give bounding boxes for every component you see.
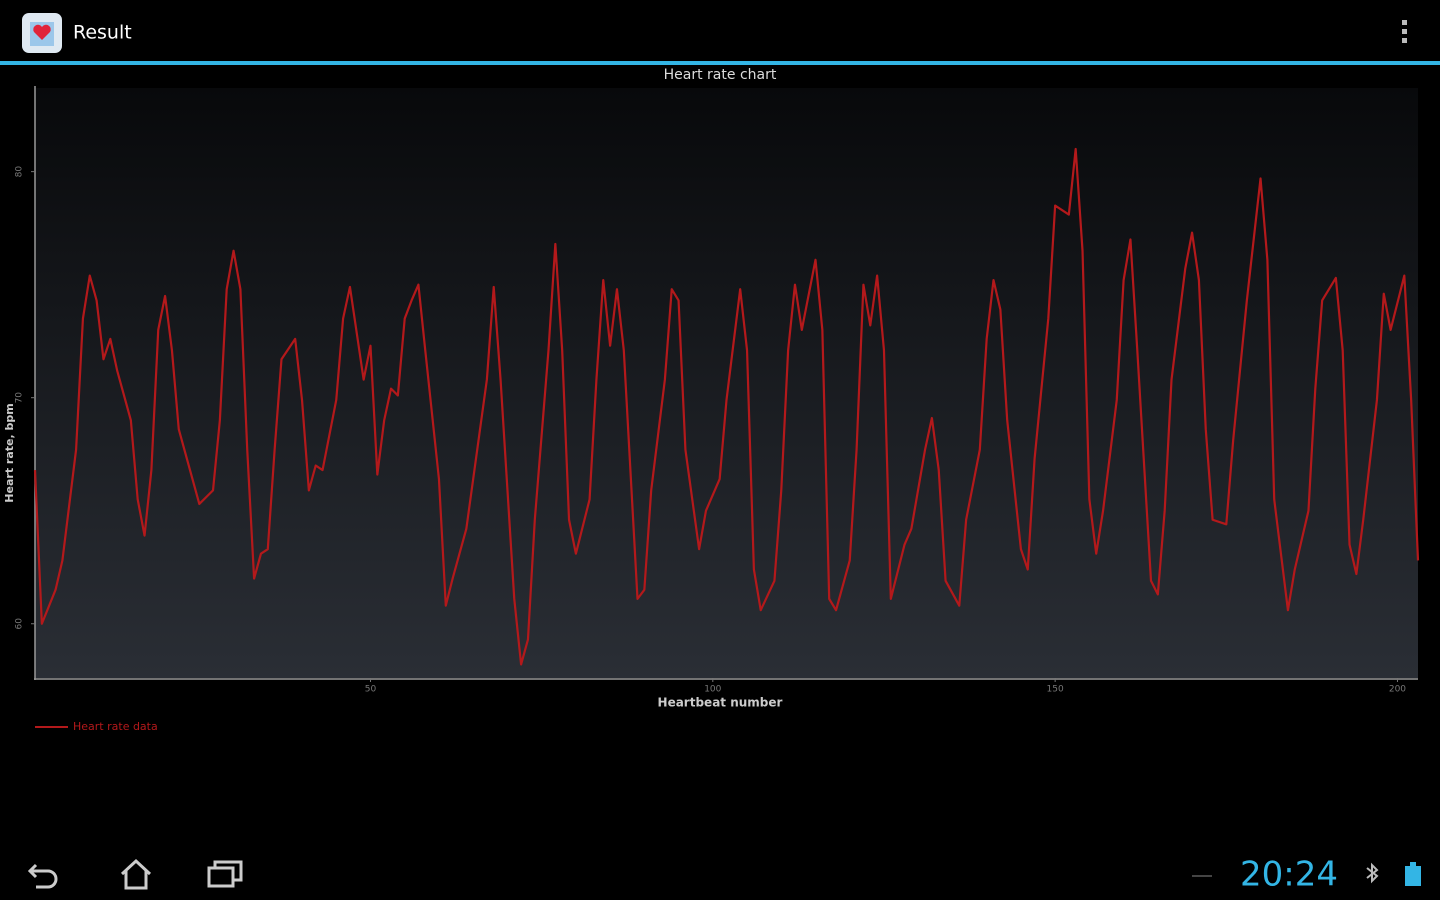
x-tick-label: 50 — [365, 685, 377, 695]
action-bar — [0, 0, 1440, 62]
y-axis-label: Heart rate, bpm — [3, 403, 16, 502]
action-bar-divider — [0, 61, 1440, 65]
line-series — [33, 147, 1420, 666]
home-button[interactable] — [120, 858, 152, 890]
app-icon[interactable] — [22, 13, 62, 53]
legend-label: Heart rate data — [73, 720, 158, 733]
battery-icon — [1405, 862, 1421, 886]
y-tick-label: 60 — [15, 618, 25, 630]
x-tick-label: 150 — [1047, 685, 1064, 695]
overflow-menu[interactable] — [1402, 20, 1407, 43]
clock: 20:24 — [1240, 855, 1338, 895]
chart-layer: 50 100 150 200 60 70 80 Heart rate data — [15, 147, 1420, 733]
y-tick-label: 80 — [15, 166, 25, 178]
plot-area — [35, 88, 1418, 678]
recent-apps-button[interactable] — [207, 860, 243, 888]
bluetooth-icon — [1366, 862, 1379, 884]
app-title: Result — [73, 22, 132, 44]
back-button[interactable] — [27, 863, 58, 889]
x-axis-label: Heartbeat number — [658, 696, 783, 710]
x-tick-label: 200 — [1389, 685, 1406, 695]
x-tick-label: 100 — [704, 685, 721, 695]
y-tick-label: 70 — [15, 392, 25, 404]
chart-title: Heart rate chart — [664, 67, 777, 83]
